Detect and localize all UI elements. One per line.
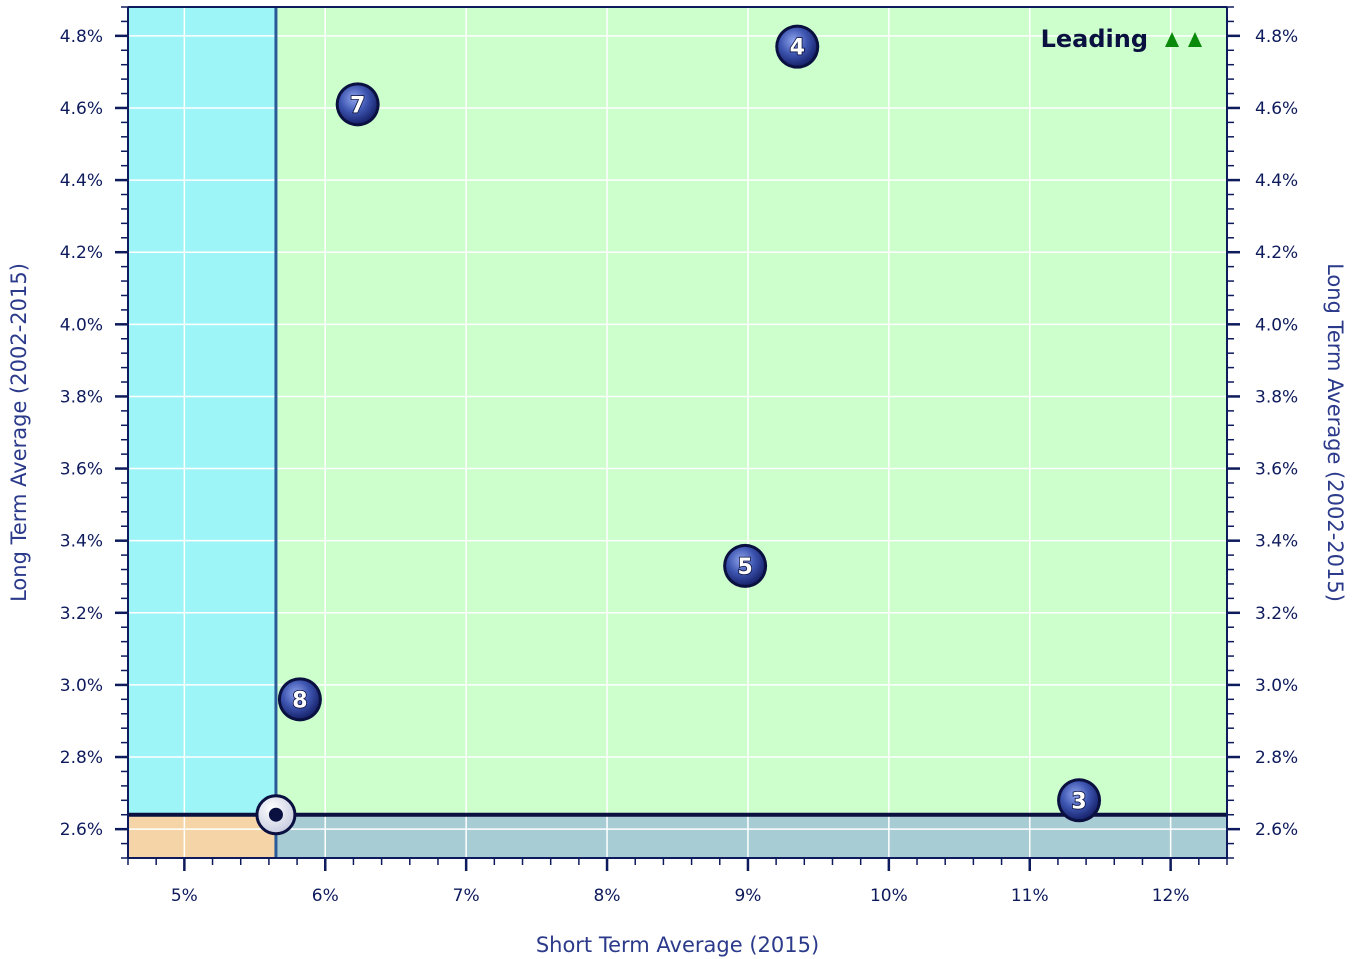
x-tick-label: 7% — [453, 886, 480, 906]
y-tick-label-right: 4.2% — [1255, 243, 1298, 263]
data-point-label: 5 — [737, 555, 752, 580]
y-tick-label: 4.8% — [60, 27, 103, 47]
quadrant-top-left — [128, 7, 276, 815]
x-axis-title: Short Term Average (2015) — [536, 933, 819, 957]
y-tick-label-right: 4.0% — [1255, 315, 1298, 335]
y-tick-label: 3.8% — [60, 387, 103, 407]
reference-point-center — [268, 807, 283, 822]
y-tick-label-right: 4.8% — [1255, 27, 1298, 47]
data-points: 4 7 5 8 3 — [255, 24, 1102, 836]
y-tick-label: 4.6% — [60, 99, 103, 119]
y-axis-title: Long Term Average (2002-2015) — [7, 263, 31, 602]
y-tick-label: 3.2% — [60, 604, 103, 624]
x-tick-label: 9% — [734, 886, 761, 906]
y-tick-label: 4.2% — [60, 243, 103, 263]
quadrant-label: Leading — [1041, 25, 1148, 53]
y-tick-label-right: 3.4% — [1255, 532, 1298, 552]
x-tick-label: 5% — [171, 886, 198, 906]
x-tick-label: 6% — [312, 886, 339, 906]
data-point-label: 4 — [790, 36, 805, 61]
y-tick-label-right: 4.4% — [1255, 171, 1298, 191]
y-tick-label-right: 2.8% — [1255, 748, 1298, 768]
y-tick-label: 4.4% — [60, 171, 103, 191]
data-point — [778, 27, 817, 66]
x-tick-label: 8% — [594, 886, 621, 906]
y-tick-label-right: 3.6% — [1255, 460, 1298, 480]
up-arrow-icon — [1188, 32, 1202, 47]
up-arrow-icon — [1165, 32, 1179, 47]
y-tick-label-right: 3.8% — [1255, 387, 1298, 407]
grid-lines — [128, 7, 1227, 858]
reference-lines — [128, 7, 1227, 858]
data-point — [1060, 781, 1099, 820]
y-tick-label-right: 3.0% — [1255, 676, 1298, 696]
x-tick-label: 12% — [1152, 886, 1190, 906]
data-point-label: 7 — [350, 93, 365, 118]
y-tick-label: 3.6% — [60, 460, 103, 480]
y-tick-label-right: 4.6% — [1255, 99, 1298, 119]
data-point — [280, 680, 319, 719]
x-tick-label: 10% — [870, 886, 908, 906]
x-tick-label: 11% — [1011, 886, 1049, 906]
y-axis-title-right: Long Term Average (2002-2015) — [1323, 263, 1347, 602]
quadrant-bottom-right — [275, 814, 1227, 858]
data-point — [726, 546, 765, 585]
y-tick-label-right: 3.2% — [1255, 604, 1298, 624]
y-tick-label: 4.0% — [60, 315, 103, 335]
data-point — [338, 85, 377, 124]
axes: 2.6% 2.6% 2.8% 2.8% 3.0% 3.0% 3.2% 3.2% 3.4% 3.4%… — [60, 6, 1298, 906]
quadrant-top-right — [275, 7, 1227, 815]
chart-labels: Short Term Average (2015) Long Term Avera… — [7, 25, 1347, 957]
y-tick-label-right: 2.6% — [1255, 820, 1298, 840]
y-tick-label: 3.4% — [60, 532, 103, 552]
y-tick-label: 2.8% — [60, 748, 103, 768]
quadrant-bottom-left — [128, 814, 276, 858]
quadrant-backgrounds — [128, 7, 1227, 858]
data-point-label: 3 — [1071, 789, 1086, 814]
y-tick-label: 3.0% — [60, 676, 103, 696]
data-point-label: 8 — [292, 688, 307, 713]
y-tick-label: 2.6% — [60, 820, 103, 840]
